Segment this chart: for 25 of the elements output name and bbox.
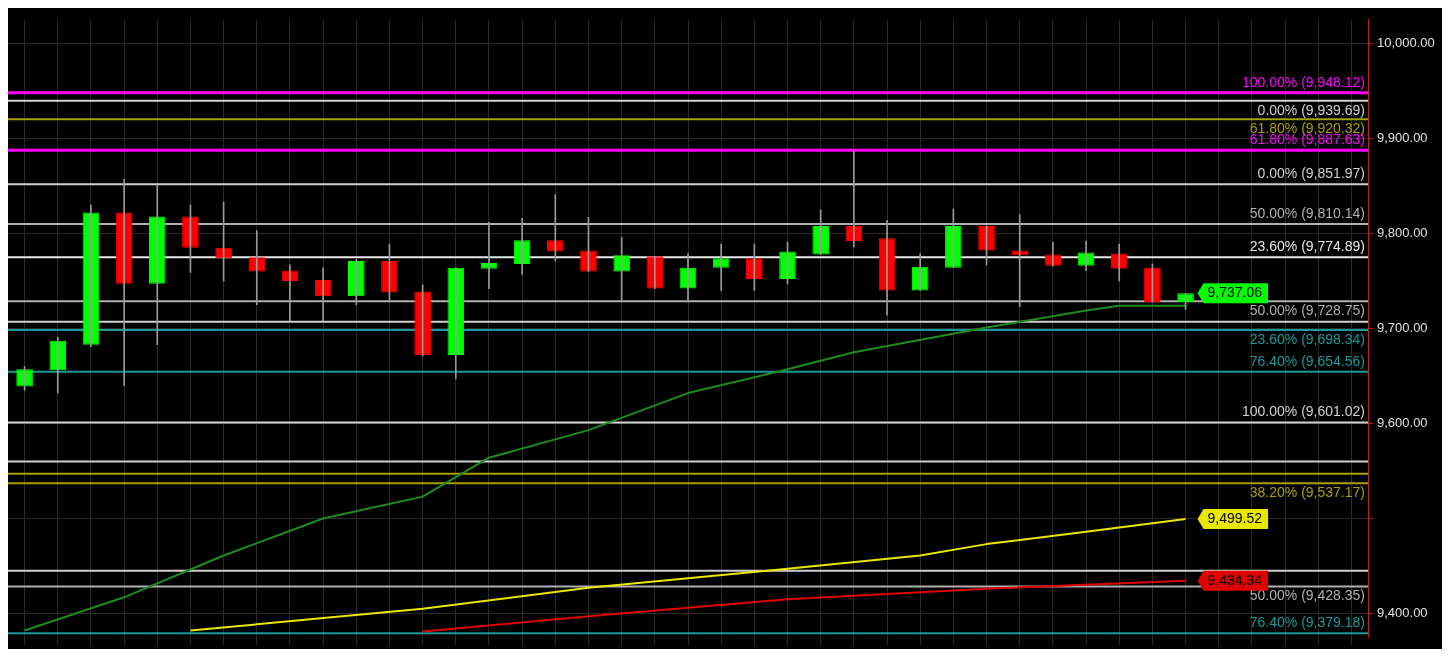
- data-label: 9,434.34: [1207, 571, 1263, 588]
- ref-line-label: 76.40% (9,654.56): [1249, 352, 1365, 369]
- ref-line-label: 50.00% (9,728.75): [1249, 302, 1365, 319]
- ref-line-label: 50.00% (9,810.14): [1249, 204, 1365, 221]
- y-tick-label: 9,700.00: [1377, 320, 1428, 336]
- y-tick-label: 9,900.00: [1377, 130, 1428, 146]
- ref-line-label: 50.00% (9,428.35): [1249, 587, 1365, 604]
- text: 9,737.06: [1207, 284, 1263, 301]
- candlestick: [547, 194, 564, 262]
- ref-line-label: 38.20% (9,537.17): [1249, 484, 1365, 501]
- candlestick: [148, 184, 166, 345]
- ref-line-label: 0.00% (9,851.97): [1257, 165, 1365, 182]
- y-tick-label: 9,400.00: [1377, 605, 1428, 621]
- y-tick-label: 10,000.00: [1377, 35, 1435, 51]
- data-label: 9,499.52: [1207, 509, 1263, 526]
- y-tick-label: 9,800.00: [1377, 225, 1428, 241]
- ref-line-label: 23.60% (9,774.89): [1249, 238, 1365, 255]
- ref-line-label: 76.40% (9,379.18): [1249, 614, 1365, 631]
- ref-line-label: 100.00% (9,948.12): [1242, 73, 1365, 90]
- ref-line-label: 23.60% (9,698.34): [1249, 330, 1365, 347]
- candlestick: [248, 230, 266, 306]
- candlestick: [1110, 243, 1128, 282]
- ref-line-label: 0.00% (9,939.69): [1257, 101, 1365, 118]
- y-tick-label: 9,600.00: [1377, 415, 1428, 431]
- ref-line-label: 100.00% (9,601.02): [1242, 403, 1365, 420]
